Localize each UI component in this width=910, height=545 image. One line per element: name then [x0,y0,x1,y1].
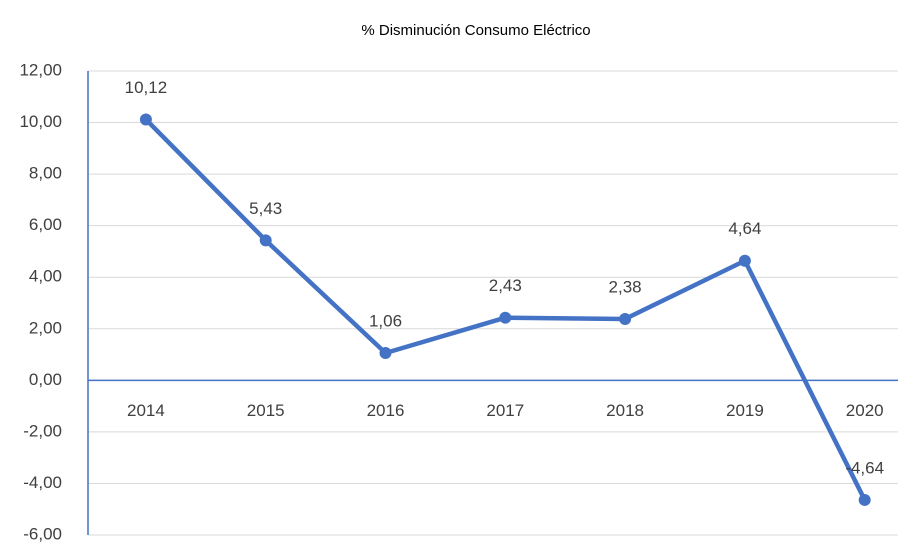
y-tick-label: 2,00 [29,318,62,337]
y-tick-label: 6,00 [29,215,62,234]
y-tick-label: -4,00 [23,473,62,492]
x-tick-label: 2020 [846,401,884,420]
x-tick-label: 2017 [486,401,524,420]
chart-title: % Disminución Consumo Eléctrico [361,22,590,39]
point [499,311,512,324]
data-label: 10,12 [125,78,168,97]
data-label: 2,38 [609,277,642,296]
y-tick-label: 8,00 [29,164,62,183]
point [738,254,751,267]
point [139,113,152,126]
x-tick-label: 2018 [606,401,644,420]
point [619,312,632,325]
y-tick-label: -2,00 [23,421,62,440]
y-tick-label: 4,00 [29,267,62,286]
point [858,493,871,506]
y-tick-label: -6,00 [23,524,62,543]
x-tick-label: 2014 [127,401,165,420]
x-tick-label: 2015 [247,401,285,420]
y-tick-label: 12,00 [19,60,62,79]
point [379,347,392,360]
data-label: -4,64 [845,458,884,477]
point [259,234,272,247]
x-tick-label: 2016 [367,401,405,420]
y-tick-label: 10,00 [19,112,62,131]
data-label: 1,06 [369,311,402,330]
y-tick-label: 0,00 [29,370,62,389]
data-label: 2,43 [489,276,522,295]
line [144,117,867,501]
data-label: 5,43 [249,199,282,218]
x-tick-label: 2019 [726,401,764,420]
data-label: 4,64 [728,219,761,238]
